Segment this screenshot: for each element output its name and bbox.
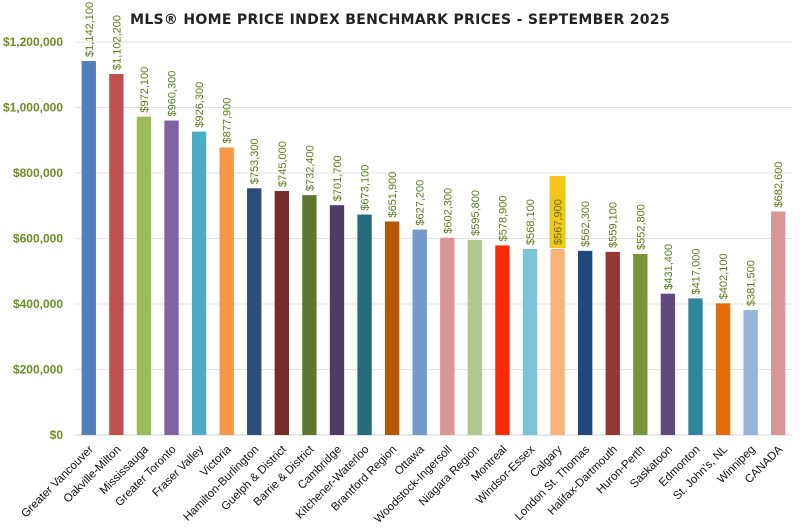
bar <box>412 229 427 435</box>
bar <box>467 239 483 435</box>
y-tick-label: $200,000 <box>13 363 63 377</box>
data-label: $417,000 <box>690 249 702 295</box>
bar <box>219 147 234 436</box>
data-label: $562,300 <box>580 201 592 247</box>
data-label: $552,800 <box>635 204 647 250</box>
y-tick-label: $600,000 <box>13 232 63 246</box>
bar <box>715 303 731 435</box>
data-label: $753,300 <box>249 138 261 184</box>
data-label: $877,900 <box>222 98 234 144</box>
data-label: $431,400 <box>663 244 675 290</box>
data-label: $960,300 <box>167 71 179 117</box>
bar <box>495 245 510 435</box>
data-label: $559,100 <box>608 202 620 248</box>
bar <box>578 250 593 435</box>
bar <box>329 205 345 435</box>
bar <box>660 293 676 435</box>
x-axis-tick-labels: Greater VancouverOakville-MiltonMississa… <box>19 443 785 526</box>
data-label: $926,300 <box>194 82 206 128</box>
bar <box>164 120 179 436</box>
data-label: $651,900 <box>387 172 399 218</box>
data-label: $1,102,200 <box>111 15 123 70</box>
y-tick-label: $1,000,000 <box>3 101 63 115</box>
bar <box>550 249 565 435</box>
bar <box>440 237 455 435</box>
bar <box>81 60 96 435</box>
data-label: $381,500 <box>746 260 758 306</box>
gridlines <box>75 41 792 436</box>
bars <box>81 60 786 436</box>
bar <box>247 188 262 435</box>
data-label: $595,800 <box>470 190 482 236</box>
data-label: $673,100 <box>360 165 372 211</box>
bar <box>384 221 400 435</box>
bar <box>136 116 152 435</box>
y-axis-tick-labels: $0 $200,000 $400,000 $600,000 $800,000 $1,000… <box>3 35 63 442</box>
data-label: $745,000 <box>277 141 289 187</box>
y-tick-label: $800,000 <box>13 166 63 180</box>
bar <box>633 253 648 435</box>
bar <box>522 248 538 435</box>
bar <box>771 211 786 435</box>
bar <box>688 298 703 435</box>
data-label: $578,900 <box>497 196 509 242</box>
bar <box>109 74 124 435</box>
bar <box>605 251 620 435</box>
chart-title: MLS® HOME PRICE INDEX BENCHMARK PRICES -… <box>130 12 670 28</box>
data-label: $568,100 <box>525 199 537 245</box>
bar <box>357 214 372 435</box>
bar <box>191 131 207 435</box>
data-label: $972,100 <box>139 67 151 113</box>
y-tick-label: $0 <box>50 428 64 442</box>
data-label: $701,700 <box>332 155 344 201</box>
highlight-box <box>549 176 566 249</box>
bar <box>302 195 317 435</box>
data-label: $627,200 <box>415 180 427 226</box>
bar <box>274 191 289 435</box>
data-label: $1,142,100 <box>84 2 96 57</box>
y-tick-label: $1,200,000 <box>3 35 63 49</box>
data-label: $732,400 <box>304 145 316 191</box>
y-tick-label: $400,000 <box>13 297 63 311</box>
bar <box>743 310 758 435</box>
data-label: $402,100 <box>718 253 730 299</box>
data-label: $682,600 <box>773 162 785 208</box>
data-label: $567,900 <box>553 199 565 245</box>
data-label: $602,300 <box>442 188 454 234</box>
data-labels: $1,142,100 $1,102,200 $972,100 $960,300 $926… <box>84 2 785 306</box>
